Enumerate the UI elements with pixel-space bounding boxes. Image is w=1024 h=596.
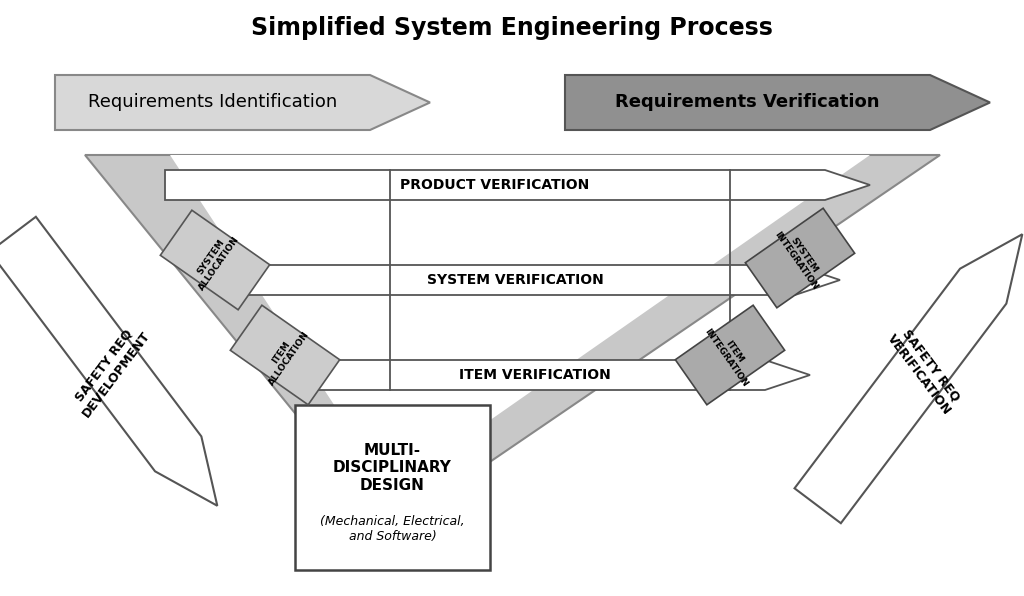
Polygon shape [745,208,855,308]
Polygon shape [170,155,870,490]
Text: MULTI-
DISCIPLINARY
DESIGN: MULTI- DISCIPLINARY DESIGN [333,443,452,493]
Polygon shape [161,210,269,310]
Text: Simplified System Engineering Process: Simplified System Engineering Process [251,16,773,40]
Polygon shape [795,234,1022,523]
Polygon shape [55,75,430,130]
Polygon shape [165,170,870,200]
Text: Requirements Identification: Requirements Identification [88,93,337,111]
Polygon shape [230,305,340,405]
Text: SYSTEM
ALLOCATION: SYSTEM ALLOCATION [188,228,242,291]
Text: (Mechanical, Electrical,
and Software): (Mechanical, Electrical, and Software) [321,515,465,543]
Text: PRODUCT VERIFICATION: PRODUCT VERIFICATION [400,178,590,192]
Text: ITEM
ALLOCATION: ITEM ALLOCATION [259,323,311,387]
Text: Requirements Verification: Requirements Verification [615,93,880,111]
Polygon shape [234,265,840,295]
Text: SAFETY REQ
DEVELOPMENT: SAFETY REQ DEVELOPMENT [68,320,153,420]
Text: SYSTEM
INTEGRATION: SYSTEM INTEGRATION [772,224,827,292]
Polygon shape [305,360,810,390]
Polygon shape [675,305,784,405]
Polygon shape [0,217,217,506]
Polygon shape [85,155,940,530]
Text: SAFETY REQ
VERIFICATION: SAFETY REQ VERIFICATION [885,323,966,417]
Polygon shape [565,75,990,130]
Text: ITEM
INTEGRATION: ITEM INTEGRATION [702,321,758,389]
Text: ITEM VERIFICATION: ITEM VERIFICATION [459,368,611,382]
Text: SYSTEM VERIFICATION: SYSTEM VERIFICATION [427,273,603,287]
Bar [295,405,490,570]
